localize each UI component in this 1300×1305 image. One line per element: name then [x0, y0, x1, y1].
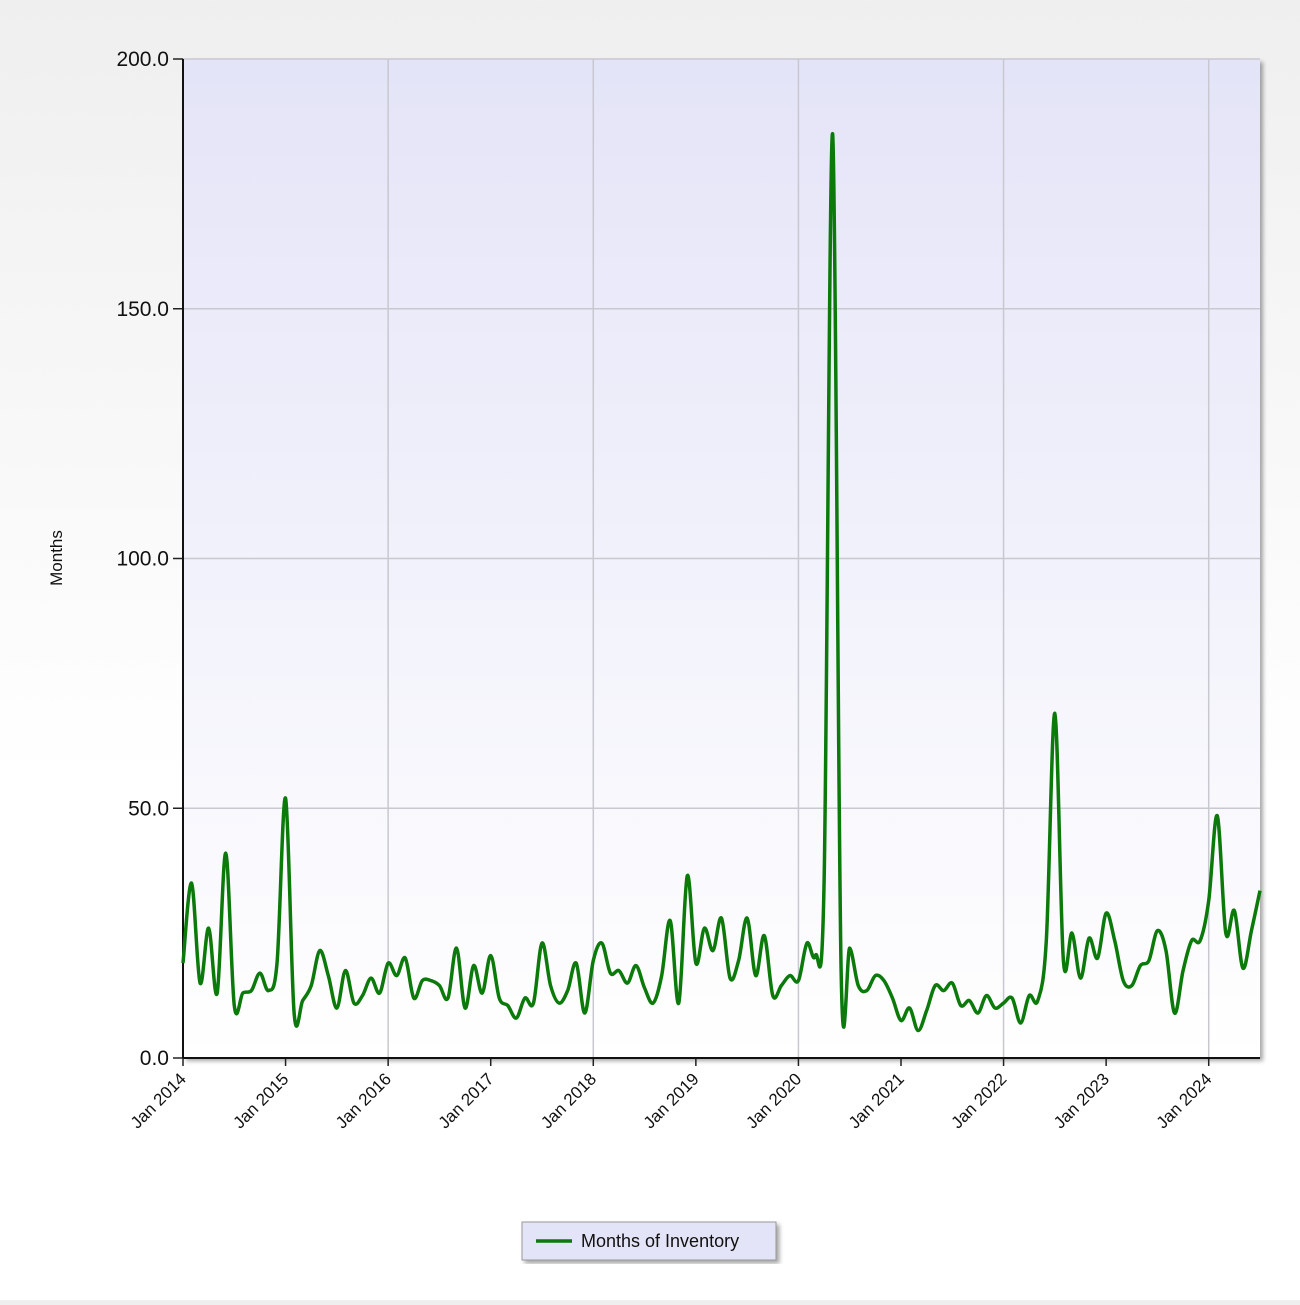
x-tick-label: Jan 2019	[640, 1069, 703, 1132]
legend-label: Months of Inventory	[581, 1231, 739, 1251]
y-tick-label: 100.0	[116, 548, 169, 571]
y-tick-label: 150.0	[116, 298, 169, 321]
legend: Months of Inventory	[521, 1221, 777, 1261]
y-tick-label: 50.0	[128, 797, 169, 820]
x-tick-label: Jan 2023	[1050, 1069, 1113, 1132]
y-tick-label: 0.0	[140, 1047, 169, 1070]
y-axis-label: Months	[47, 530, 66, 586]
x-tick-label: Jan 2020	[742, 1069, 805, 1132]
x-tick-label: Jan 2018	[537, 1069, 600, 1132]
x-tick-label: Jan 2021	[845, 1069, 908, 1132]
x-tick-label: Jan 2014	[127, 1069, 190, 1132]
x-tick-label: Jan 2022	[948, 1069, 1011, 1132]
x-tick-label: Jan 2015	[230, 1069, 293, 1132]
x-tick-label: Jan 2016	[332, 1069, 395, 1132]
x-tick-label: Jan 2024	[1153, 1069, 1216, 1132]
y-tick-label: 200.0	[116, 48, 169, 71]
x-tick-label: Jan 2017	[435, 1069, 498, 1132]
line	[181, 132, 1262, 1033]
